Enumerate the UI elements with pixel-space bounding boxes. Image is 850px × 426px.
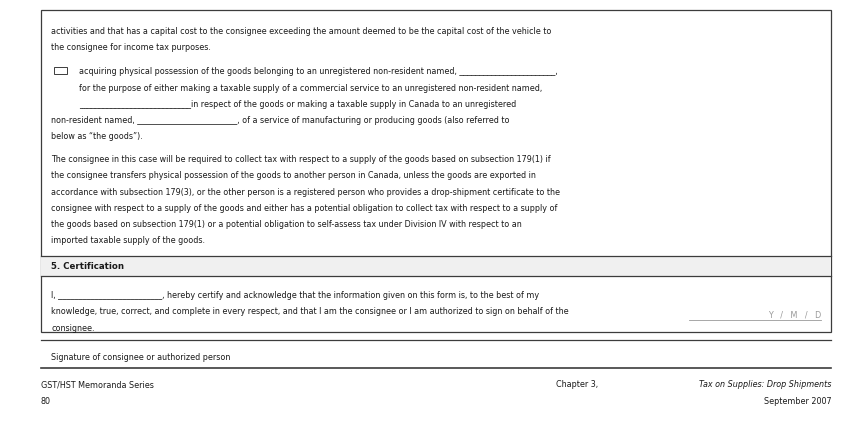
Text: the consignee transfers physical possession of the goods to another person in Ca: the consignee transfers physical possess… [51,171,536,180]
Text: non-resident named, _________________________, of a service of manufacturing or : non-resident named, ____________________… [51,116,509,125]
Bar [41,257,831,276]
Text: 5. Certification: 5. Certification [51,262,124,271]
Text: Y   /   M   /   D: Y / M / D [768,310,821,319]
Bar [54,68,67,75]
Text: Signature of consignee or authorized person: Signature of consignee or authorized per… [51,352,230,361]
Text: September 2007: September 2007 [763,396,831,405]
Text: 80: 80 [41,396,51,405]
Text: below as “the goods”).: below as “the goods”). [51,132,143,141]
Text: The consignee in this case will be required to collect tax with respect to a sup: The consignee in this case will be requi… [51,155,551,164]
Bar [41,11,831,332]
Text: GST/HST Memoranda Series: GST/HST Memoranda Series [41,379,154,388]
Text: knowledge, true, correct, and complete in every respect, and that I am the consi: knowledge, true, correct, and complete i… [51,307,569,316]
Text: activities and that has a capital cost to the consignee exceeding the amount dee: activities and that has a capital cost t… [51,27,552,36]
Text: acquiring physical possession of the goods belonging to an unregistered non-resi: acquiring physical possession of the goo… [79,67,558,76]
Text: consignee with respect to a supply of the goods and either has a potential oblig: consignee with respect to a supply of th… [51,203,558,212]
Text: accordance with subsection 179(3), or the other person is a registered person wh: accordance with subsection 179(3), or th… [51,187,560,196]
Text: the consignee for income tax purposes.: the consignee for income tax purposes. [51,43,211,52]
Text: I, __________________________, hereby certify and acknowledge that the informati: I, __________________________, hereby ce… [51,291,539,299]
Text: consignee.: consignee. [51,323,94,332]
Text: Tax on Supplies: Drop Shipments: Tax on Supplies: Drop Shipments [699,379,831,388]
Text: imported taxable supply of the goods.: imported taxable supply of the goods. [51,236,205,245]
Text: for the purpose of either making a taxable supply of a commercial service to an : for the purpose of either making a taxab… [79,83,542,92]
Text: ____________________________in respect of the goods or making a taxable supply i: ____________________________in respect o… [79,100,516,109]
Text: the goods based on subsection 179(1) or a potential obligation to self-assess ta: the goods based on subsection 179(1) or … [51,219,522,228]
Text: Chapter 3,: Chapter 3, [556,379,601,388]
